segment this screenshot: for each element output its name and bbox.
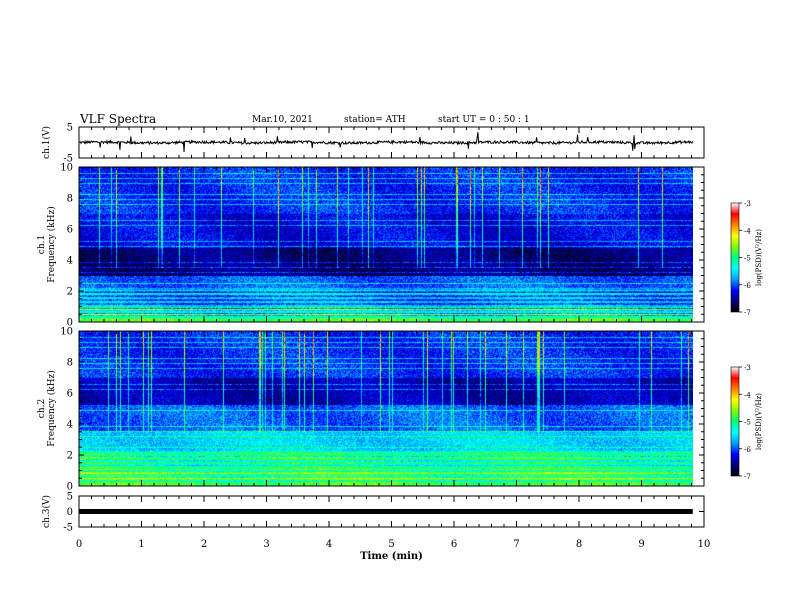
x-tick-label: 2 bbox=[201, 539, 207, 550]
colorbar-tick-label: -5 bbox=[744, 255, 751, 263]
x-tick-label: 1 bbox=[138, 539, 144, 550]
colorbar-tick-label: -4 bbox=[744, 391, 751, 399]
y-tick-label: 0 bbox=[67, 318, 73, 329]
figure-title: VLF Spectra bbox=[80, 112, 157, 126]
colorbar-tick-label: -5 bbox=[744, 419, 751, 427]
y-tick-label: 6 bbox=[67, 225, 73, 236]
y-tick-label: 0 bbox=[67, 507, 73, 518]
y-tick-label: 8 bbox=[67, 358, 73, 369]
x-tick-label: 9 bbox=[638, 539, 644, 550]
y-tick-label: 5 bbox=[67, 492, 73, 503]
x-tick-label: 0 bbox=[76, 539, 82, 550]
colorbar-tick-label: -3 bbox=[744, 364, 751, 372]
x-axis-label: Time (min) bbox=[360, 551, 423, 562]
y-tick-label: -5 bbox=[63, 523, 73, 534]
ch3-trace bbox=[79, 509, 693, 514]
start-time-label: start UT = 0 : 50 : 1 bbox=[438, 115, 530, 125]
colorbar-tick-label: -4 bbox=[744, 227, 751, 235]
ch2-spectrogram-ylabel: Frequency (kHz) bbox=[46, 370, 57, 447]
y-tick-label: 2 bbox=[67, 451, 73, 462]
x-tick-label: 8 bbox=[576, 539, 582, 550]
y-tick-label: 5 bbox=[67, 123, 73, 134]
ch1-waveform-ylabel: ch.1(V) bbox=[41, 126, 52, 159]
ch3-waveform-ylabel: ch.3(V) bbox=[41, 495, 52, 528]
x-tick-label: 7 bbox=[513, 539, 519, 550]
station-label: station= ATH bbox=[344, 115, 406, 125]
x-tick-label: 5 bbox=[388, 539, 394, 550]
colorbar-tick-label: -3 bbox=[744, 200, 751, 208]
y-tick-label: 10 bbox=[60, 327, 73, 338]
ch1-spectrogram-image bbox=[79, 167, 693, 322]
x-tick-label: 4 bbox=[326, 539, 332, 550]
y-tick-label: 4 bbox=[67, 256, 73, 267]
x-tick-label: 6 bbox=[451, 539, 457, 550]
ch1-spectrogram-colorbar bbox=[730, 202, 740, 313]
ch2-spectrogram-colorbar bbox=[730, 366, 740, 477]
ch2-spectrogram-image bbox=[79, 331, 693, 486]
ch1-spectrogram-colorbar-label: log(PSD)(V²/Hz) bbox=[755, 229, 763, 286]
colorbar-tick-label: -7 bbox=[744, 309, 751, 317]
ch1-trace bbox=[78, 132, 694, 153]
ch2-spectrogram-colorbar-label: log(PSD)(V²/Hz) bbox=[755, 393, 763, 450]
y-tick-label: 8 bbox=[67, 194, 73, 205]
ch2-spectrogram-ylabel: ch.2 bbox=[37, 399, 47, 418]
colorbar-tick-label: -7 bbox=[744, 473, 751, 481]
y-tick-label: 0 bbox=[67, 482, 73, 493]
x-tick-label: 3 bbox=[263, 539, 269, 550]
colorbar-tick-label: -6 bbox=[744, 282, 751, 290]
date-label: Mar.10, 2021 bbox=[252, 115, 313, 125]
y-tick-label: 6 bbox=[67, 389, 73, 400]
ch1-spectrogram-ylabel: Frequency (kHz) bbox=[46, 206, 57, 283]
x-tick-label: 10 bbox=[698, 539, 711, 550]
y-tick-label: -5 bbox=[63, 154, 73, 165]
colorbar-tick-label: -6 bbox=[744, 446, 751, 454]
ch1-spectrogram-ylabel: ch.1 bbox=[37, 235, 47, 254]
y-tick-label: 10 bbox=[60, 163, 73, 174]
y-tick-label: 2 bbox=[67, 287, 73, 298]
y-tick-label: 4 bbox=[67, 420, 73, 431]
